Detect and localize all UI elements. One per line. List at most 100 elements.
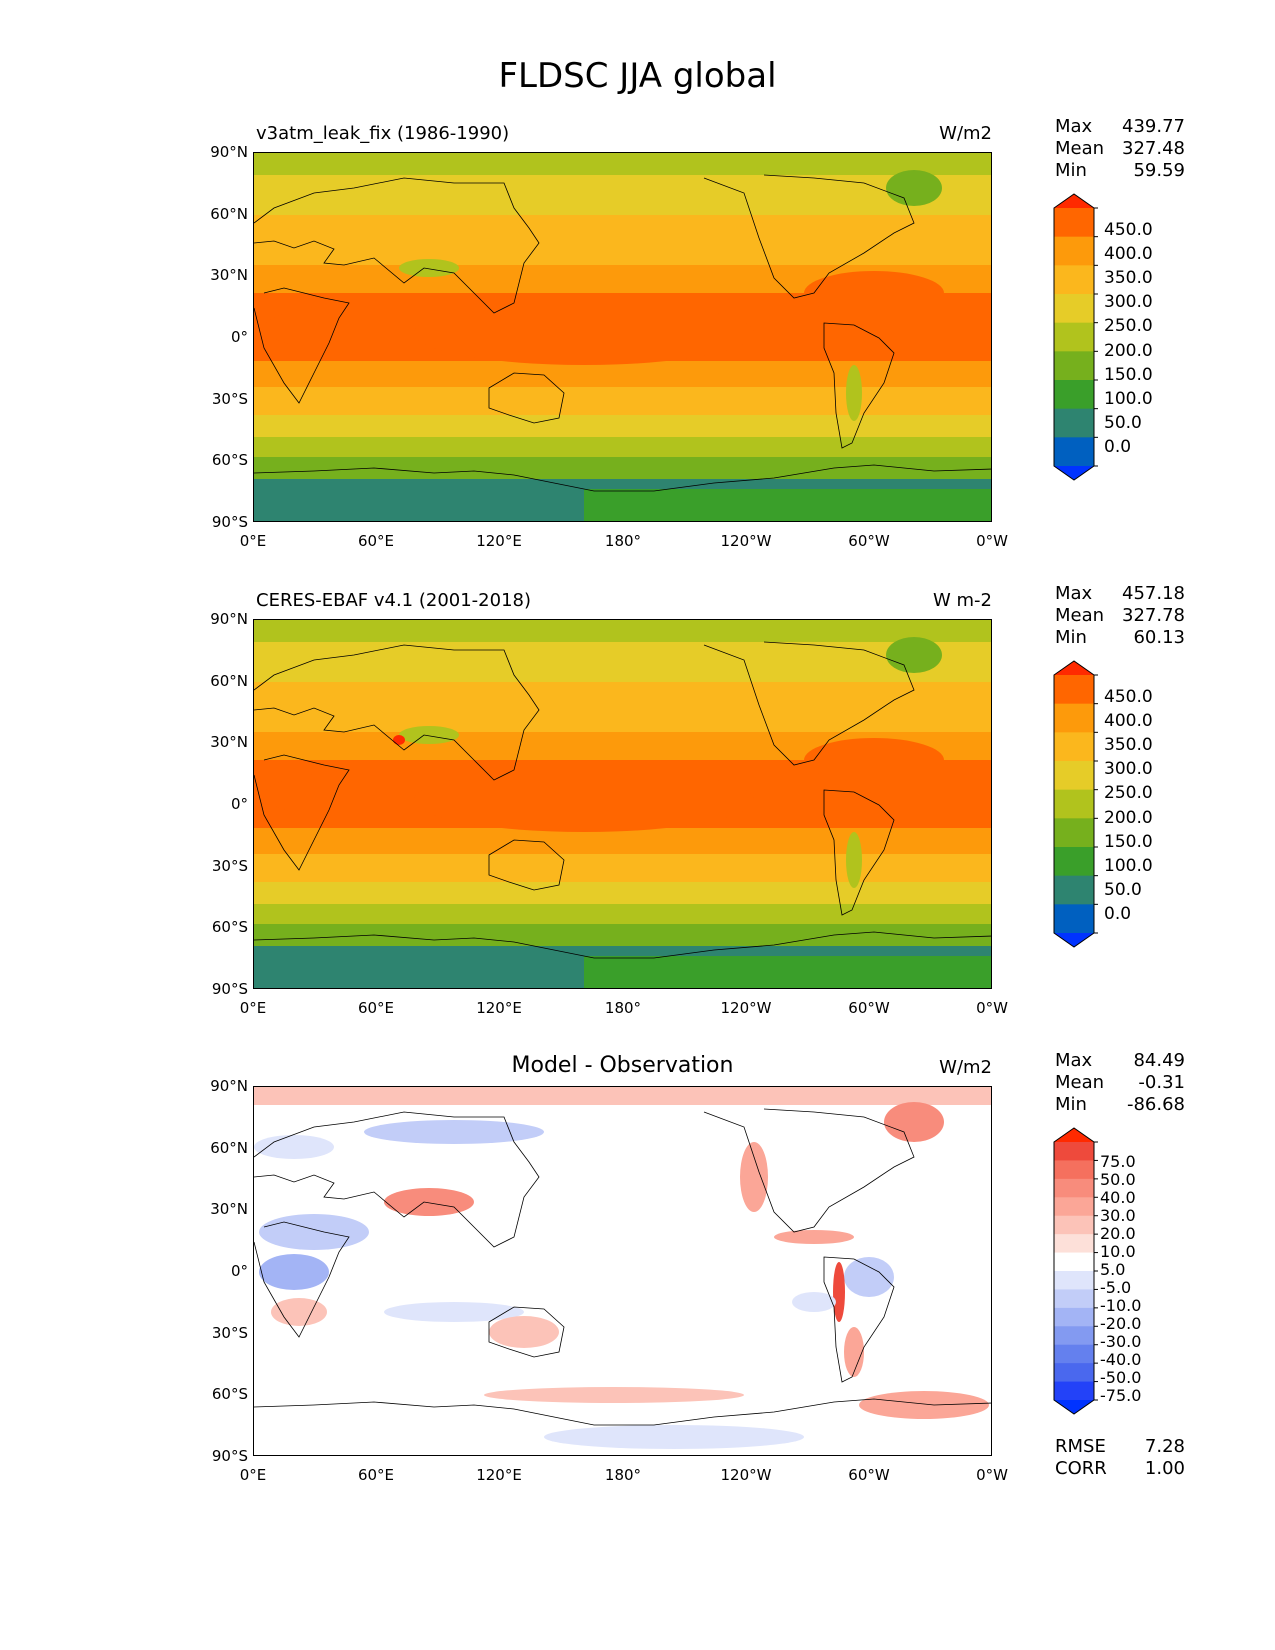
cb-label: 250.0	[1104, 783, 1153, 803]
panel-1-left-title: v3atm_leak_fix (1986-1990)	[256, 123, 510, 144]
stat-label: Max	[1055, 1050, 1093, 1071]
panel-3-units: W/m2	[939, 1057, 992, 1078]
y-tick: 0°	[230, 1262, 248, 1280]
andes-cool	[846, 832, 862, 888]
panel-3-center-title: Model - Observation	[511, 1053, 734, 1078]
colorbar-segment	[1054, 1252, 1094, 1272]
coast-north-america	[703, 1108, 915, 1233]
cb-label: 300.0	[1104, 759, 1153, 779]
antarctic-green	[584, 489, 991, 521]
panel-2-features	[264, 637, 991, 988]
south-atlantic-positive	[859, 1391, 989, 1419]
africa-south-negative	[259, 1254, 329, 1290]
stat-max: 457.18	[1122, 583, 1185, 604]
panel-1-coastlines	[254, 174, 991, 492]
stat-label: Min	[1055, 627, 1087, 648]
x-tick: 120°E	[476, 999, 522, 1017]
stat-label: Mean	[1055, 605, 1105, 626]
colorbar-top-extension	[1054, 661, 1094, 675]
stat-label: Min	[1055, 1094, 1087, 1115]
panel-2-left-title: CERES-EBAF v4.1 (2001-2018)	[256, 590, 532, 611]
panel-3-coastlines	[254, 1108, 991, 1426]
stat-label: Max	[1055, 116, 1093, 137]
x-tick: 180°	[604, 532, 642, 550]
colorbar-segment	[1054, 1197, 1094, 1217]
cb-label: -10.0	[1100, 1296, 1142, 1315]
band-0	[254, 153, 991, 175]
colorbar-segment	[1054, 1215, 1094, 1235]
colorbar-segment	[1054, 732, 1094, 762]
band-5	[254, 361, 991, 387]
colorbar-segment	[1054, 1271, 1094, 1290]
panel-3-map	[253, 1086, 992, 1456]
x-tick: 120°W	[720, 999, 772, 1017]
panel-2-colorbar	[1053, 660, 1098, 948]
stat-max: 439.77	[1122, 116, 1185, 137]
colorbar-segment	[1054, 1344, 1094, 1364]
y-tick: 30°N	[210, 266, 248, 284]
colorbar-segment	[1054, 1178, 1094, 1198]
y-tick: 30°S	[211, 857, 248, 875]
colorbar-segment	[1054, 675, 1094, 705]
colorbar-segment	[1054, 322, 1094, 352]
tibet-cool	[399, 259, 459, 277]
cb-label: 30.0	[1100, 1206, 1136, 1225]
corr-label: CORR	[1055, 1458, 1107, 1479]
x-tick: 0°E	[239, 1466, 267, 1484]
tibet-positive	[384, 1188, 474, 1216]
sahara-negative	[259, 1214, 369, 1250]
stat-label: Min	[1055, 160, 1087, 181]
antarctic-green	[584, 956, 991, 988]
cb-label: -75.0	[1100, 1386, 1142, 1405]
colorbar-top-extension	[1054, 194, 1094, 208]
coast-south-america	[823, 789, 895, 916]
cb-label: 100.0	[1104, 389, 1153, 409]
stat-min: 59.59	[1133, 160, 1185, 181]
x-tick: 60°E	[357, 1466, 395, 1484]
x-tick: 120°E	[476, 1466, 522, 1484]
band-9	[254, 457, 991, 479]
cb-label: -30.0	[1100, 1332, 1142, 1351]
europe-negative	[254, 1135, 334, 1159]
y-tick: 30°S	[211, 390, 248, 408]
band-1	[254, 175, 991, 215]
colorbar-segment	[1054, 847, 1094, 877]
amazon-negative	[844, 1257, 894, 1297]
greenland-cool	[886, 637, 942, 673]
colorbar-bottom-extension	[1054, 466, 1094, 480]
cb-label: 75.0	[1100, 1152, 1136, 1171]
coast-north-america	[703, 174, 915, 299]
panel-1-features	[264, 170, 991, 521]
stat-label: Mean	[1055, 1072, 1105, 1093]
cb-label: -20.0	[1100, 1314, 1142, 1333]
y-tick: 90°N	[210, 610, 248, 628]
y-tick: 60°N	[210, 672, 248, 690]
cb-label: 200.0	[1104, 341, 1153, 361]
stat-max: 84.49	[1133, 1050, 1185, 1071]
panel-1-map-svg	[254, 153, 991, 521]
band-6	[254, 854, 991, 882]
coast-eurasia	[254, 1111, 540, 1248]
x-tick: 0°E	[239, 532, 267, 550]
stat-label: Mean	[1055, 138, 1105, 159]
cb-label: -5.0	[1100, 1278, 1132, 1297]
coast-antarctica	[254, 464, 991, 492]
x-tick: 60°E	[357, 532, 395, 550]
himalaya-hot	[393, 735, 405, 745]
panel-2-stats: Max 457.18 Mean 327.78 Min 60.13	[1055, 583, 1185, 649]
band-2	[254, 682, 991, 732]
panel-1-units: W/m2	[939, 123, 992, 144]
panel-3-colorbar	[1053, 1127, 1098, 1415]
arctic-positive	[254, 1087, 991, 1105]
x-tick: 0°W	[976, 1466, 1008, 1484]
y-tick: 90°N	[210, 143, 248, 161]
coast-antarctica	[254, 1398, 991, 1426]
colorbar-segment	[1054, 875, 1094, 905]
coast-north-america	[703, 641, 915, 766]
cb-label: 400.0	[1104, 711, 1153, 731]
colorbar-segment	[1054, 761, 1094, 791]
cb-label: 450.0	[1104, 687, 1153, 707]
colorbar-segment	[1054, 351, 1094, 381]
nw-america-positive	[740, 1142, 768, 1212]
x-tick: 120°W	[720, 1466, 772, 1484]
